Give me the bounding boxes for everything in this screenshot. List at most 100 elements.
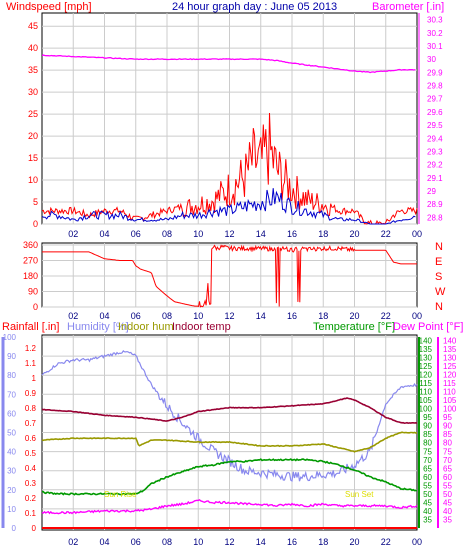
series-line-indoor-temp [41,397,418,425]
temperature-tick-105: 105 [419,396,433,405]
dewpoint-tick-120: 120 [443,371,457,380]
dewpoint-tick-50: 50 [443,490,452,499]
rainfall-tick-0.4: 0.4 [25,464,37,473]
wind-time-tick-10: 10 [193,229,203,239]
temperature-humidity-panel: Rainfall [.in] Humidity [%] Indoor hum I… [1,321,463,547]
rainfall-tick-0.1: 0.1 [25,509,37,518]
dewpoint-tick-130: 130 [443,353,457,362]
temperature-tick-90: 90 [423,422,432,431]
rainfall-tick-1: 1 [32,374,37,383]
direction-degree-tick-360: 360 [23,240,38,250]
humidity-tick-40: 40 [7,448,16,457]
temperature-tick-70: 70 [423,456,432,465]
windgust-series-line [41,188,416,225]
windspeed-tick-30: 30 [28,87,38,97]
dewpoint-tick-110: 110 [443,388,456,397]
barometer-tick-28.8: 28.8 [427,213,443,222]
windspeed-series-line [41,112,418,225]
temp-time-tick-12: 12 [224,537,234,547]
windspeed-tick-45: 45 [28,21,38,31]
dewpoint-tick-55: 55 [443,481,452,490]
temp-time-tick-08: 08 [162,537,172,547]
windspeed-tick-0: 0 [33,219,38,229]
direction-time-tick-20: 20 [349,311,359,321]
temp-time-tick-22: 22 [381,537,391,547]
temperature-tick-130: 130 [419,353,433,362]
barometer-tick-29.7: 29.7 [427,95,443,104]
wind-time-tick-20: 20 [349,229,359,239]
windspeed-tick-25: 25 [28,109,38,119]
temp-time-tick-16: 16 [287,537,297,547]
rainfall-tick-0.9: 0.9 [25,389,37,398]
dewpoint-tick-35: 35 [443,515,452,524]
rainfall-tick-0.5: 0.5 [25,449,37,458]
barometer-tick-29.4: 29.4 [427,134,443,143]
direction-time-tick-10: 10 [193,311,203,321]
temp-time-tick-14: 14 [256,537,266,547]
temperature-tick-45: 45 [423,498,432,507]
dewpoint-tick-45: 45 [443,498,452,507]
temp-time-ticks: 02 04 06 08 10 12 14 16 18 20 22 00 [68,537,422,547]
temp-time-tick-18: 18 [318,537,328,547]
barometer-tick-29.9: 29.9 [427,68,443,77]
temperature-tick-110: 110 [419,388,432,397]
rainfall-axis-label: Rainfall [.in] [2,321,59,333]
temperature-tick-115: 115 [419,379,432,388]
windspeed-tick-40: 40 [28,43,38,53]
temperature-tick-35: 35 [423,515,432,524]
humidity-tick-0: 0 [12,524,17,533]
temperature-tick-125: 125 [419,362,433,371]
temperature-tick-140: 140 [419,336,433,345]
dewpoint-tick-95: 95 [443,413,452,422]
dewpoint-tick-85: 85 [443,430,452,439]
temp-time-tick-10: 10 [193,537,203,547]
humidity-tick-90: 90 [7,352,16,361]
temp-time-tick-04: 04 [99,537,109,547]
direction-degree-tick-180: 180 [23,271,38,281]
barometer-tick-29.8: 29.8 [427,82,443,91]
rainfall-tick-0.7: 0.7 [25,419,37,428]
barometer-tick-29.5: 29.5 [427,121,443,130]
temp-time-tick-00: 00 [412,537,422,547]
temperature-tick-85: 85 [423,430,432,439]
windspeed-axis-label: Windspeed [mph] [6,1,92,13]
dewpoint-tick-125: 125 [443,362,457,371]
wind-time-tick-14: 14 [256,229,266,239]
wind-time-tick-00: 00 [412,229,422,239]
wind-barometer-panel: Windspeed [mph] 24 hour graph day : June… [6,1,444,239]
indoor-temp-axis-label: Indoor temp [172,321,231,333]
wind-time-tick-12: 12 [224,229,234,239]
dewpoint-tick-115: 115 [443,379,456,388]
direction-time-tick-04: 04 [99,311,109,321]
dewpoint-tick-140: 140 [443,336,457,345]
temp-series [41,350,418,529]
rainfall-tick-0.3: 0.3 [25,479,37,488]
series-line-humidity [41,350,418,483]
direction-series-line [42,244,417,308]
windspeed-tick-10: 10 [28,175,38,185]
barometer-tick-30.2: 30.2 [427,29,443,38]
direction-time-tick-16: 16 [287,311,297,321]
sunrise-label: Sun Rise [104,490,137,499]
direction-compass-tick-2: S [435,271,442,283]
series-line-indoor-hum [41,431,417,453]
windspeed-tick-20: 20 [28,131,38,141]
barometer-tick-30: 30 [427,55,436,64]
dewpoint-axis-label: Dew Point [°F] [393,321,463,333]
wind-series [41,54,418,225]
barometer-tick-29.3: 29.3 [427,147,443,156]
temperature-tick-65: 65 [423,464,432,473]
chart-title: 24 hour graph day : June 05 2013 [172,1,337,13]
rainfall-tick-0: 0 [32,524,37,533]
temperature-axis-label: Temperature [°F] [313,321,395,333]
humidity-tick-30: 30 [7,467,16,476]
wind-time-tick-22: 22 [381,229,391,239]
rainfall-ticks: 0 0.1 0.2 0.3 0.4 0.5 0.6 0.7 0.8 0.9 1 1.1 1.2 [25,344,37,533]
dewpoint-tick-100: 100 [443,405,457,414]
dewpoint-tick-80: 80 [443,439,452,448]
dewpoint-tick-65: 65 [443,464,452,473]
direction-degree-tick-0: 0 [33,302,38,312]
direction-degree-tick-90: 90 [28,287,38,297]
temp-time-tick-06: 06 [131,537,141,547]
